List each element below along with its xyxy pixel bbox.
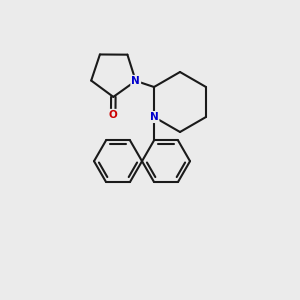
- Text: O: O: [109, 110, 118, 120]
- Text: N: N: [131, 76, 140, 86]
- Text: N: N: [150, 112, 158, 122]
